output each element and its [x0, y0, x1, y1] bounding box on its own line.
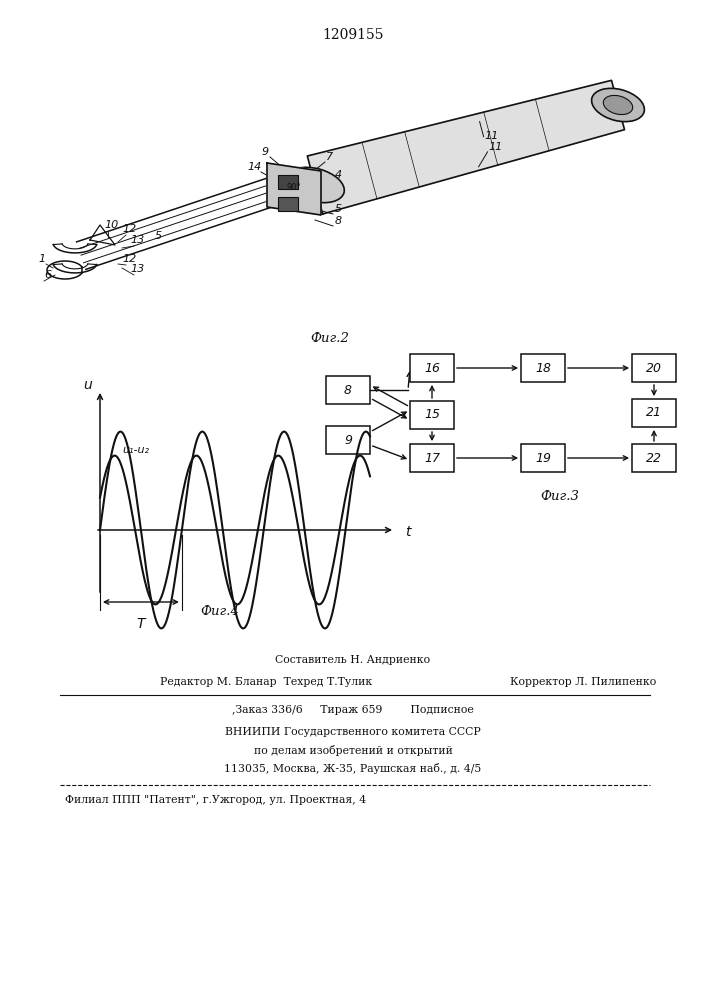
Text: t: t	[405, 525, 411, 539]
Ellipse shape	[592, 88, 644, 122]
Text: 9: 9	[262, 147, 269, 157]
Text: 19: 19	[535, 452, 551, 464]
Text: 1: 1	[636, 103, 644, 116]
Text: 16: 16	[424, 361, 440, 374]
Text: 1: 1	[38, 254, 45, 264]
Polygon shape	[267, 163, 321, 215]
Text: 7: 7	[327, 152, 334, 162]
Text: u: u	[83, 378, 93, 392]
Text: 20: 20	[646, 361, 662, 374]
Ellipse shape	[286, 167, 344, 203]
Bar	[521, 444, 565, 472]
Text: ВНИИПИ Государственного комитета СССР: ВНИИПИ Государственного комитета СССР	[225, 727, 481, 737]
Text: 11: 11	[484, 131, 499, 141]
Text: Фиг.2: Фиг.2	[310, 332, 349, 345]
Bar	[410, 444, 454, 472]
Text: 13: 13	[131, 235, 145, 245]
Text: 113035, Москва, Ж-35, Раушская наб., д. 4/5: 113035, Москва, Ж-35, Раушская наб., д. …	[224, 763, 481, 774]
Text: 12: 12	[123, 224, 137, 234]
Text: 1209155: 1209155	[322, 28, 384, 42]
Text: 11: 11	[489, 142, 503, 152]
Text: u₁-u₂: u₁-u₂	[122, 445, 149, 455]
Bar	[410, 401, 454, 429]
Text: 14: 14	[248, 162, 262, 172]
Text: 8: 8	[334, 216, 341, 226]
Text: 15: 15	[424, 408, 440, 422]
Bar	[410, 354, 454, 382]
Bar	[632, 444, 676, 472]
Text: 21: 21	[646, 406, 662, 420]
Text: 3: 3	[337, 190, 344, 200]
Text: T: T	[136, 617, 145, 631]
Text: 9: 9	[344, 434, 352, 446]
Text: Фиг.3: Фиг.3	[541, 490, 580, 503]
Text: Составитель Н. Андриенко: Составитель Н. Андриенко	[276, 655, 431, 665]
Text: 90°: 90°	[286, 182, 301, 192]
Text: 18: 18	[535, 361, 551, 374]
Bar	[278, 197, 298, 211]
Text: 22: 22	[646, 452, 662, 464]
Bar	[632, 399, 676, 427]
Text: Филиал ППП "Патент", г.Ужгород, ул. Проектная, 4: Филиал ППП "Патент", г.Ужгород, ул. Прое…	[65, 795, 366, 805]
Text: Корректор Л. Пилипенко: Корректор Л. Пилипенко	[510, 677, 656, 687]
Text: 13: 13	[131, 264, 145, 274]
Text: 5: 5	[155, 231, 162, 241]
Bar	[326, 426, 370, 454]
Bar	[326, 376, 370, 404]
Text: 8: 8	[344, 383, 352, 396]
Bar	[521, 354, 565, 382]
Text: 6: 6	[45, 270, 52, 280]
Text: 4: 4	[334, 170, 341, 180]
Polygon shape	[308, 80, 624, 214]
Text: ,Заказ 336/6     Тираж 659        Подписное: ,Заказ 336/6 Тираж 659 Подписное	[232, 705, 474, 715]
Text: 17: 17	[424, 452, 440, 464]
Text: 12: 12	[123, 254, 137, 264]
Bar	[278, 175, 298, 189]
Ellipse shape	[603, 95, 633, 115]
Text: Редактор М. Бланар  Техред Т.Тулик: Редактор М. Бланар Техред Т.Тулик	[160, 677, 373, 687]
Text: 10: 10	[105, 220, 119, 230]
Bar	[632, 354, 676, 382]
Text: 5: 5	[334, 204, 341, 214]
Text: Фиг.4: Фиг.4	[201, 605, 240, 618]
Text: по делам изобретений и открытий: по делам изобретений и открытий	[254, 745, 452, 756]
